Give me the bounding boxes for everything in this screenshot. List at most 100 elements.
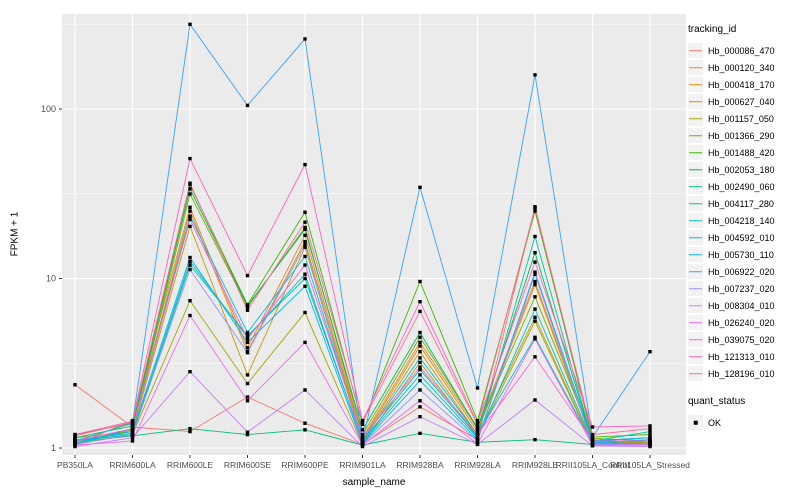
data-point bbox=[648, 426, 652, 431]
data-point bbox=[245, 273, 250, 278]
data-point bbox=[418, 431, 422, 436]
series-color-key bbox=[688, 196, 703, 211]
data-point bbox=[188, 263, 192, 267]
legend-item-Hb_001366_290: Hb_001366_290 bbox=[688, 127, 800, 144]
data-point bbox=[475, 432, 480, 437]
series-color-key bbox=[688, 111, 703, 126]
data-point bbox=[303, 254, 307, 259]
data-point bbox=[303, 245, 307, 249]
series-color-key bbox=[688, 60, 703, 75]
color-line-icon bbox=[689, 83, 702, 86]
color-line-icon bbox=[689, 372, 702, 375]
data-point bbox=[590, 425, 595, 429]
data-point bbox=[533, 250, 537, 255]
data-point bbox=[418, 344, 422, 348]
data-point bbox=[73, 383, 77, 387]
data-point bbox=[533, 209, 537, 213]
color-line-icon bbox=[689, 253, 702, 256]
series-color-key bbox=[688, 332, 703, 347]
y-tick-label: 10 bbox=[46, 274, 56, 284]
legend-item-Hb_002053_180: Hb_002053_180 bbox=[688, 161, 800, 178]
data-point bbox=[73, 436, 77, 440]
data-point bbox=[188, 214, 192, 218]
data-point bbox=[188, 224, 192, 229]
data-point bbox=[188, 192, 192, 196]
data-point bbox=[245, 340, 250, 345]
data-point bbox=[533, 73, 537, 77]
legend-item-Hb_001157_050: Hb_001157_050 bbox=[688, 110, 800, 127]
legend-item-Hb_002490_060: Hb_002490_060 bbox=[688, 178, 800, 195]
data-point bbox=[245, 337, 250, 341]
data-point bbox=[188, 267, 192, 272]
ok-point-key bbox=[688, 415, 703, 430]
data-point bbox=[533, 319, 537, 323]
data-point bbox=[303, 243, 307, 247]
color-line-icon bbox=[689, 321, 702, 324]
data-point bbox=[533, 398, 537, 402]
legend-label: Hb_005730_110 bbox=[708, 249, 774, 260]
data-point bbox=[648, 439, 652, 443]
legend-label: Hb_002490_060 bbox=[708, 181, 775, 192]
data-point bbox=[130, 426, 135, 431]
data-point bbox=[303, 263, 307, 267]
x-tick-label: RRIM600LA bbox=[109, 460, 156, 470]
series-color-key bbox=[688, 247, 703, 262]
data-point bbox=[245, 346, 250, 350]
data-point bbox=[648, 443, 652, 447]
legend-label: Hb_001157_050 bbox=[708, 113, 774, 124]
data-point bbox=[418, 356, 422, 360]
color-line-icon bbox=[689, 355, 702, 358]
data-point bbox=[475, 436, 480, 440]
data-point bbox=[303, 162, 307, 167]
data-point bbox=[590, 443, 595, 447]
legend-label: Hb_001366_290 bbox=[708, 130, 775, 141]
data-point bbox=[418, 360, 422, 365]
data-point bbox=[188, 369, 192, 374]
data-point bbox=[245, 330, 250, 335]
data-point bbox=[188, 181, 192, 185]
data-point bbox=[360, 428, 365, 432]
data-point bbox=[245, 432, 250, 437]
legend-item-Hb_000418_170: Hb_000418_170 bbox=[688, 76, 800, 93]
data-point bbox=[303, 284, 307, 288]
color-line-icon bbox=[689, 49, 702, 52]
data-point bbox=[188, 426, 192, 431]
color-line-icon bbox=[689, 219, 702, 222]
color-line-icon bbox=[689, 304, 702, 307]
data-point bbox=[533, 295, 537, 299]
data-point bbox=[418, 373, 422, 377]
series-color-key bbox=[688, 281, 703, 296]
y-axis-title: FPKM + 1 bbox=[9, 211, 21, 257]
data-point bbox=[590, 439, 595, 443]
legend-label: Hb_008304_010 bbox=[708, 300, 775, 311]
data-point bbox=[245, 373, 250, 377]
data-point bbox=[648, 436, 652, 440]
color-line-icon bbox=[689, 134, 702, 137]
series-color-key bbox=[688, 349, 703, 364]
legend-label: Hb_004592_010 bbox=[708, 232, 775, 243]
data-point bbox=[533, 282, 537, 287]
data-point bbox=[130, 436, 135, 440]
data-point bbox=[533, 206, 537, 210]
x-axis-title: sample_name bbox=[342, 477, 406, 488]
legend-label: Hb_004117_280 bbox=[708, 198, 774, 209]
legend-item-Hb_000086_470: Hb_000086_470 bbox=[688, 42, 800, 59]
legend-item-Hb_006922_020: Hb_006922_020 bbox=[688, 263, 800, 280]
data-point bbox=[188, 429, 192, 434]
data-point bbox=[418, 330, 422, 335]
legend-title-quant-status: quant_status bbox=[688, 396, 746, 407]
data-point bbox=[360, 439, 365, 443]
data-point bbox=[533, 337, 537, 341]
data-point bbox=[245, 350, 250, 355]
legend-label: Hb_026240_020 bbox=[708, 317, 775, 328]
legend-item-Hb_004117_280: Hb_004117_280 bbox=[688, 195, 800, 212]
data-point bbox=[475, 429, 480, 434]
data-point bbox=[188, 205, 192, 210]
data-point bbox=[303, 225, 307, 230]
series-color-key bbox=[688, 366, 703, 381]
series-color-key bbox=[688, 94, 703, 109]
data-point bbox=[590, 432, 595, 437]
legend-item-Hb_128196_010: Hb_128196_010 bbox=[688, 365, 800, 382]
